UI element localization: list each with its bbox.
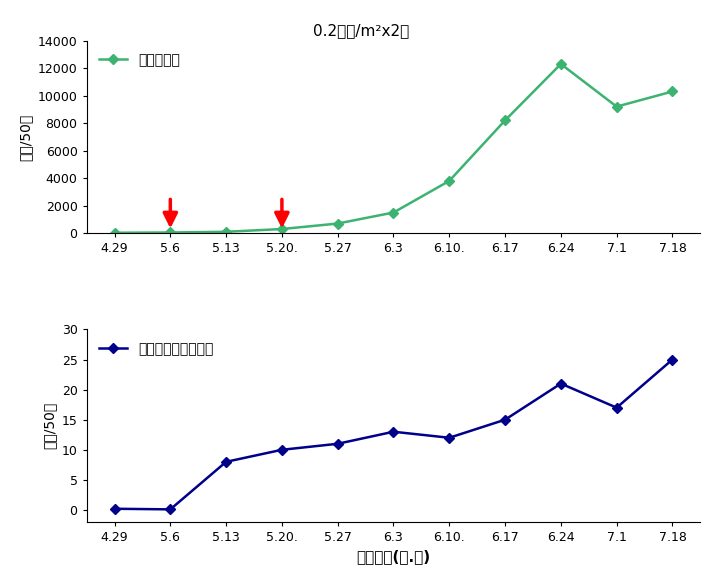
Legend: 꽐마남생이무당벌레: 꽐마남생이무당벌레 [94, 336, 219, 361]
Legend: 목화진딧물: 목화진딧물 [94, 48, 186, 72]
X-axis label: 조사일자(월.일): 조사일자(월.일) [357, 550, 430, 564]
Y-axis label: 마리/50엽: 마리/50엽 [42, 402, 56, 450]
Y-axis label: 마리/50엽: 마리/50엽 [18, 113, 32, 161]
Text: 0.2마리/m²x2회: 0.2마리/m²x2회 [313, 23, 409, 38]
